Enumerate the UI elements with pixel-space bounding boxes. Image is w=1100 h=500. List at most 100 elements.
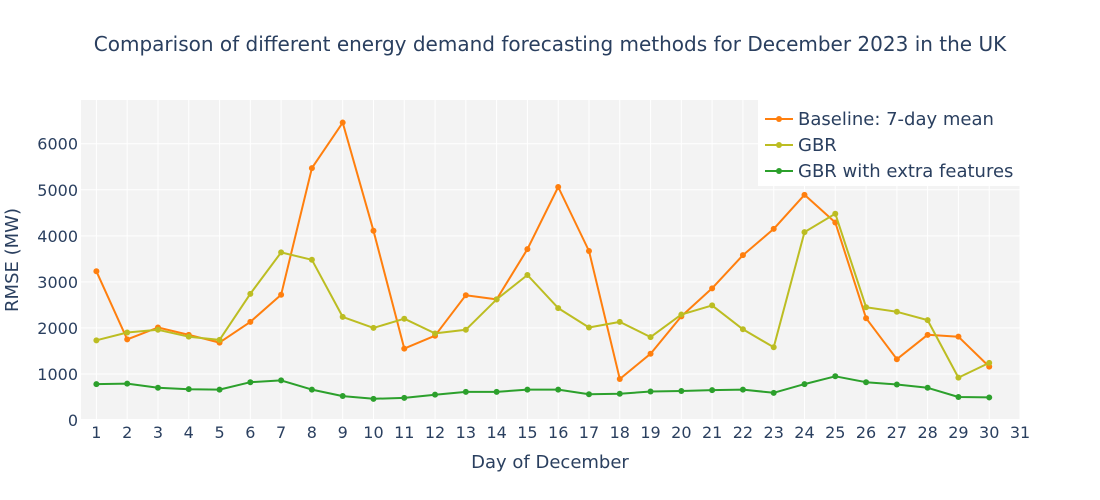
legend: Baseline: 7-day mean GBR GBR with extra fe… bbox=[758, 100, 1020, 186]
x-tick-label: 6 bbox=[245, 423, 255, 442]
data-point bbox=[770, 225, 777, 232]
data-point bbox=[462, 388, 469, 395]
data-point bbox=[955, 393, 962, 400]
data-point bbox=[555, 305, 562, 312]
data-point bbox=[278, 291, 285, 298]
data-point bbox=[154, 384, 161, 391]
x-tick-label: 24 bbox=[794, 423, 814, 442]
data-point bbox=[401, 315, 408, 322]
data-point bbox=[616, 390, 623, 397]
data-point bbox=[863, 379, 870, 386]
data-point bbox=[801, 191, 808, 198]
legend-label: Baseline: 7-day mean bbox=[798, 109, 994, 130]
x-tick-label: 29 bbox=[948, 423, 968, 442]
data-point bbox=[709, 285, 716, 292]
chart-title: Comparison of different energy demand fo… bbox=[94, 32, 1007, 56]
legend-label: GBR bbox=[798, 135, 837, 156]
series-1 bbox=[93, 210, 993, 381]
data-point bbox=[924, 331, 931, 338]
x-tick-label: 20 bbox=[671, 423, 691, 442]
data-point bbox=[93, 268, 100, 275]
data-point bbox=[493, 388, 500, 395]
series-line bbox=[95, 121, 990, 380]
data-point bbox=[93, 381, 100, 388]
x-tick-label: 17 bbox=[579, 423, 599, 442]
data-point bbox=[401, 394, 408, 401]
data-point bbox=[801, 229, 808, 236]
data-point bbox=[555, 184, 562, 191]
data-point bbox=[709, 387, 716, 394]
data-point bbox=[185, 333, 192, 340]
data-point bbox=[216, 386, 223, 393]
x-tick-label: 2 bbox=[122, 423, 132, 442]
x-tick-label: 30 bbox=[979, 423, 999, 442]
data-point bbox=[955, 333, 962, 340]
grid-lines bbox=[81, 100, 1021, 420]
data-point bbox=[678, 311, 685, 318]
x-tick-label: 21 bbox=[702, 423, 722, 442]
data-point bbox=[339, 313, 346, 320]
x-tick-label: 18 bbox=[610, 423, 630, 442]
data-point bbox=[616, 318, 623, 325]
y-axis-title: RMSE (MW) bbox=[2, 208, 23, 312]
y-tick-label: 4000 bbox=[37, 227, 78, 246]
data-point bbox=[893, 356, 900, 363]
data-point bbox=[832, 373, 839, 380]
x-tick-label: 5 bbox=[214, 423, 224, 442]
x-tick-label: 4 bbox=[184, 423, 194, 442]
legend-marker bbox=[776, 168, 782, 174]
data-point bbox=[647, 350, 654, 357]
y-tick-label: 3000 bbox=[37, 273, 78, 292]
data-point bbox=[709, 302, 716, 309]
data-point bbox=[739, 252, 746, 259]
data-point bbox=[616, 376, 623, 383]
legend-background bbox=[758, 100, 1020, 186]
data-point bbox=[770, 389, 777, 396]
data-point bbox=[863, 304, 870, 311]
x-tick-label: 11 bbox=[394, 423, 414, 442]
data-point bbox=[278, 249, 285, 256]
x-tick-label: 9 bbox=[338, 423, 348, 442]
data-point bbox=[216, 336, 223, 343]
legend-label: GBR with extra features bbox=[798, 161, 1013, 182]
data-point bbox=[308, 386, 315, 393]
x-tick-label: 22 bbox=[733, 423, 753, 442]
data-point bbox=[247, 290, 254, 297]
data-point bbox=[247, 379, 254, 386]
data-point bbox=[647, 334, 654, 341]
data-point bbox=[739, 326, 746, 333]
x-tick-label: 25 bbox=[825, 423, 845, 442]
y-tick-label: 5000 bbox=[37, 181, 78, 200]
y-tick-label: 1000 bbox=[37, 365, 78, 384]
data-point bbox=[339, 393, 346, 400]
data-point bbox=[185, 386, 192, 393]
data-point bbox=[370, 227, 377, 234]
legend-marker bbox=[776, 116, 782, 122]
x-axis-title: Day of December bbox=[471, 452, 629, 473]
data-point bbox=[124, 329, 131, 336]
data-point bbox=[370, 395, 377, 402]
data-point bbox=[524, 386, 531, 393]
series-line bbox=[96, 375, 990, 400]
series-line bbox=[96, 212, 990, 379]
data-point bbox=[278, 377, 285, 384]
x-tick-label: 27 bbox=[887, 423, 907, 442]
x-tick-label: 16 bbox=[548, 423, 568, 442]
legend-marker bbox=[776, 142, 782, 148]
data-point bbox=[986, 394, 993, 401]
data-point bbox=[370, 324, 377, 331]
data-point bbox=[339, 119, 346, 126]
data-point bbox=[585, 248, 592, 255]
data-point bbox=[432, 330, 439, 337]
x-tick-label: 31 bbox=[1010, 423, 1030, 442]
y-tick-label: 6000 bbox=[37, 135, 78, 154]
x-tick-label: 12 bbox=[425, 423, 445, 442]
data-point bbox=[647, 388, 654, 395]
x-tick-label: 8 bbox=[307, 423, 317, 442]
data-point bbox=[986, 359, 993, 366]
x-tick-label: 26 bbox=[856, 423, 876, 442]
data-point bbox=[493, 296, 500, 303]
data-point bbox=[924, 384, 931, 391]
x-tick-label: 15 bbox=[517, 423, 537, 442]
